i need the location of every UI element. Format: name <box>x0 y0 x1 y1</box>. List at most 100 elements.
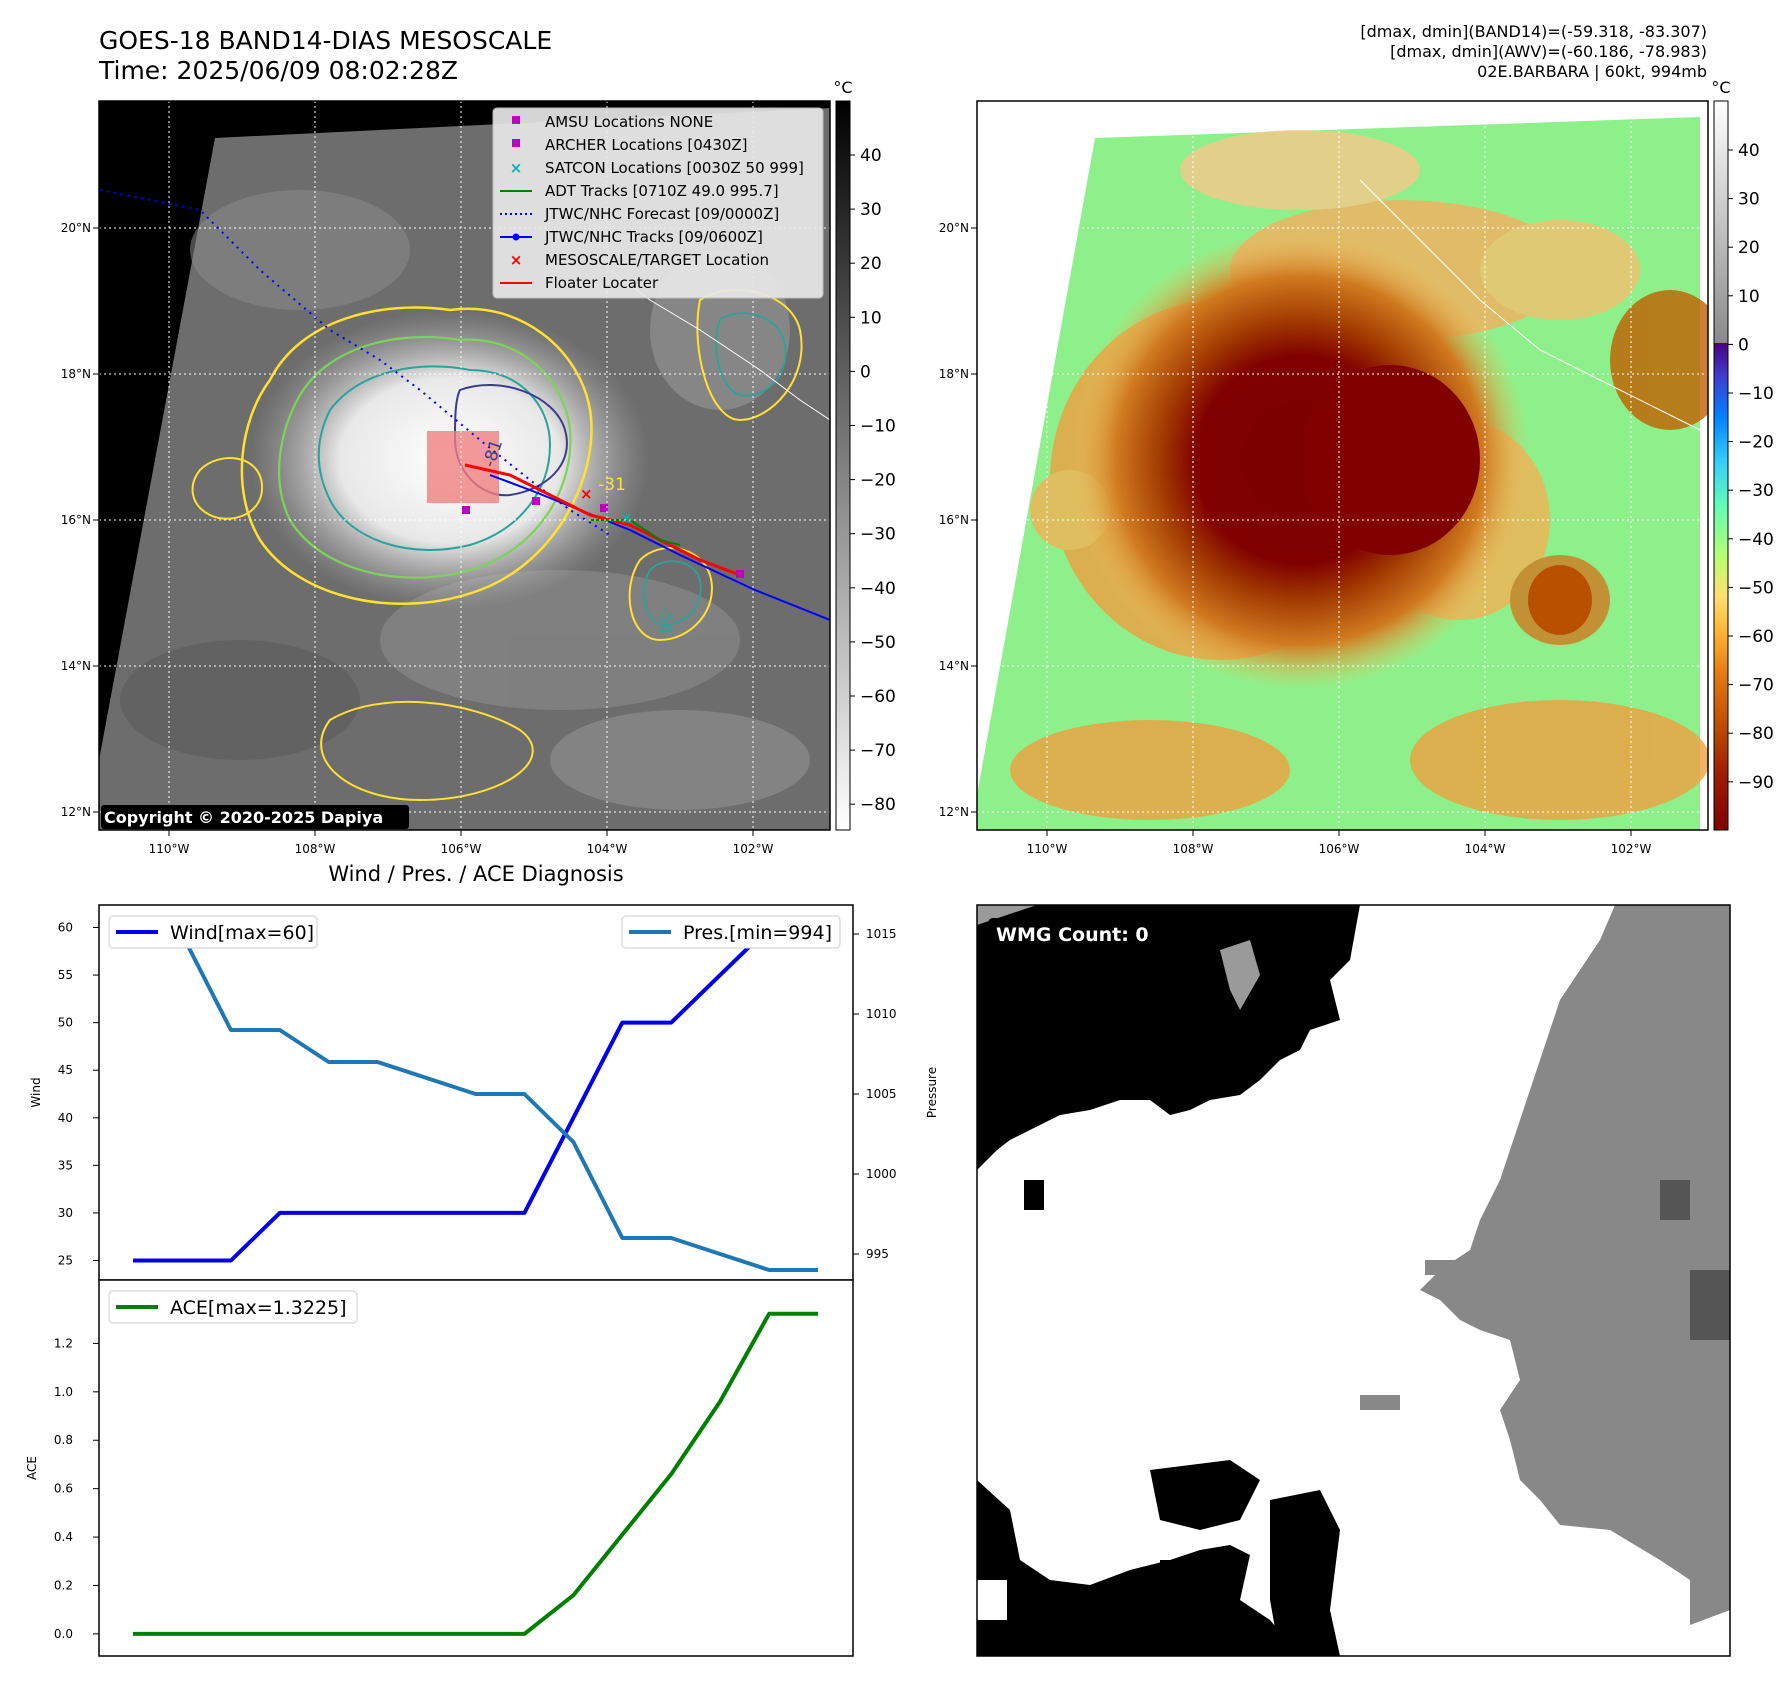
lat-tick-label: 14°N <box>939 659 969 673</box>
wind-tick-label: 35 <box>58 1158 73 1172</box>
lon-tick-label: 104°W <box>1465 842 1506 856</box>
lon-tick-label: 110°W <box>1027 842 1068 856</box>
copyright-text: Copyright © 2020-2025 Dapiya <box>104 808 383 827</box>
color-colorbar-tick-label: 40 <box>1738 141 1760 161</box>
ace-axis-label: ACE <box>25 1456 39 1480</box>
legend-label: ADT Tracks [0710Z 49.0 995.7] <box>545 182 779 200</box>
storm-info: [dmax, dmin](BAND14)=(-59.318, -83.307) … <box>1360 22 1707 82</box>
wmg-count-label: WMG Count: 0 <box>996 924 1149 946</box>
pressure-tick-label: 1000 <box>866 1167 897 1181</box>
wind-tick-label: 30 <box>58 1206 73 1220</box>
color-colorbar-tick-label: 30 <box>1738 190 1760 210</box>
legend-label: SATCON Locations [0030Z 50 999] <box>545 159 804 177</box>
gray-colorbar-tick-label: 40 <box>860 146 882 166</box>
jtwc-track <box>489 474 830 621</box>
gray-colorbar-tick-label: −60 <box>860 687 896 707</box>
wind-legend-box <box>108 915 318 949</box>
lat-tick-label: 20°N <box>61 221 91 235</box>
pressure-legend-label: Pres.[min=994] <box>683 922 832 944</box>
color-map-axis-labels: 110°W 108°W 106°W 104°W 102°W 20°N 18°N 16°N 14°… <box>939 221 1652 856</box>
wind-legend-label: Wind[max=60] <box>170 922 314 944</box>
wmg-count-badge <box>988 918 1174 950</box>
info-line-2: [dmax, dmin](AWV)=(-60.186, -78.983) <box>1390 42 1707 61</box>
lat-tick-label: 12°N <box>61 805 91 819</box>
gray-colorbar-tick-label: 30 <box>860 200 882 220</box>
lat-tick-label: 18°N <box>61 367 91 381</box>
legend-square-icon <box>512 116 520 124</box>
lon-tick-label: 106°W <box>441 842 482 856</box>
legend-item: JTWC/NHC Tracks [09/0600Z] <box>500 228 763 246</box>
pressure-axis-label: Pressure <box>925 1067 939 1118</box>
lat-tick-label: 16°N <box>61 513 91 527</box>
color-colorbar-tick-label: −10 <box>1738 384 1774 404</box>
lon-tick-label: 108°W <box>1173 842 1214 856</box>
copyright-badge <box>101 805 409 829</box>
info-line-1: [dmax, dmin](BAND14)=(-59.318, -83.307) <box>1360 22 1707 41</box>
color-colorbar: °C 40 30 20 10 0 −10 −20 −30 −40 −50 −60 −70 −80 −90 <box>1711 78 1774 831</box>
ace-tick-label: 0.2 <box>54 1578 73 1592</box>
pressure-tick-label: 1010 <box>866 1007 897 1021</box>
title-line-2: Time: 2025/06/09 08:02:28Z <box>99 56 458 85</box>
gray-colorbar-tick-label: −10 <box>860 417 896 437</box>
svg-text:×: × <box>620 509 633 527</box>
pressure-series-line <box>133 932 818 1272</box>
legend-label: MESOSCALE/TARGET Location <box>545 251 769 269</box>
figure-title: GOES-18 BAND14-DIAS MESOSCALE Time: 2025… <box>99 26 552 86</box>
gray-colorbar-tick-label: −50 <box>860 633 896 653</box>
color-colorbar-tick-label: −90 <box>1738 773 1774 793</box>
ace-tick-label: 0.4 <box>54 1530 73 1544</box>
legend-item: JTWC/NHC Forecast [09/0000Z] <box>500 205 779 223</box>
legend-label: JTWC/NHC Forecast [09/0000Z] <box>544 205 779 223</box>
gray-colorbar-tick-label: 0 <box>860 362 871 382</box>
legend-x-icon: × <box>510 159 523 177</box>
color-map-gridlines <box>977 101 1708 830</box>
legend-x-icon: × <box>510 251 523 269</box>
contour-teal <box>317 365 552 551</box>
lon-tick-label: 108°W <box>295 842 336 856</box>
color-colorbar-tick-label: −60 <box>1738 627 1774 647</box>
ace-tick-label: 0.8 <box>54 1433 73 1447</box>
pressure-tick-label: 1005 <box>866 1087 897 1101</box>
wind-series-line <box>133 925 818 1263</box>
color-colorbar-tick-label: −80 <box>1738 724 1774 744</box>
color-colorbar-tick-label: −30 <box>1738 481 1774 501</box>
legend-item: ADT Tracks [0710Z 49.0 995.7] <box>500 182 779 200</box>
lon-tick-label: 102°W <box>1611 842 1652 856</box>
ace-chart: 0.0 0.2 0.4 0.6 0.8 1.0 1.2 ACE ACE[max=1.3225] <box>25 1279 854 1657</box>
legend-dot-icon <box>512 233 520 241</box>
legend-item: Floater Locater <box>500 274 659 292</box>
gray-colorbar-unit: °C <box>833 78 852 97</box>
wmg-classification-map <box>977 905 1730 1656</box>
color-colorbar-tick-label: 20 <box>1738 238 1760 258</box>
color-colorbar-unit: °C <box>1711 78 1730 97</box>
legend-label: ARCHER Locations [0430Z] <box>545 136 748 154</box>
map-legend: AMSU Locations NONE ARCHER Locations [043… <box>492 107 824 299</box>
legend-label: JTWC/NHC Tracks [09/0600Z] <box>544 228 763 246</box>
color-colorbar-tick-label: −40 <box>1738 530 1774 550</box>
gray-colorbar-tick-label: −80 <box>860 795 896 815</box>
ace-tick-label: 1.2 <box>54 1336 73 1350</box>
legend-label: AMSU Locations NONE <box>545 113 713 131</box>
lon-tick-label: 110°W <box>149 842 190 856</box>
pressure-legend-box <box>621 915 841 949</box>
ace-tick-label: 0.0 <box>54 1627 73 1641</box>
lon-tick-label: 102°W <box>733 842 774 856</box>
contour-label: -31 <box>598 475 626 495</box>
svg-text:×: × <box>580 485 593 503</box>
ace-tick-label: 0.6 <box>54 1482 73 1496</box>
legend-label: Floater Locater <box>545 274 659 292</box>
gray-colorbar-tick-label: 10 <box>860 308 882 328</box>
gray-colorbar-tick-label: −40 <box>860 579 896 599</box>
diagnosis-title: Wind / Pres. / ACE Diagnosis <box>328 862 624 886</box>
color-colorbar-tick-label: 0 <box>1738 335 1749 355</box>
color-colorbar-tick-label: −50 <box>1738 578 1774 598</box>
wind-tick-label: 40 <box>58 1111 73 1125</box>
wind-tick-label: 25 <box>58 1253 73 1267</box>
ir-map-axis-labels: 110°W 108°W 106°W 104°W 102°W 20°N 18°N 16°N 14°… <box>61 221 774 856</box>
info-line-3: 02E.BARBARA | 60kt, 994mb <box>1477 62 1707 81</box>
pressure-tick-label: 995 <box>866 1247 889 1261</box>
legend-square-icon <box>512 139 520 147</box>
legend-item: × MESOSCALE/TARGET Location <box>510 251 769 269</box>
wind-tick-label: 55 <box>58 968 73 982</box>
